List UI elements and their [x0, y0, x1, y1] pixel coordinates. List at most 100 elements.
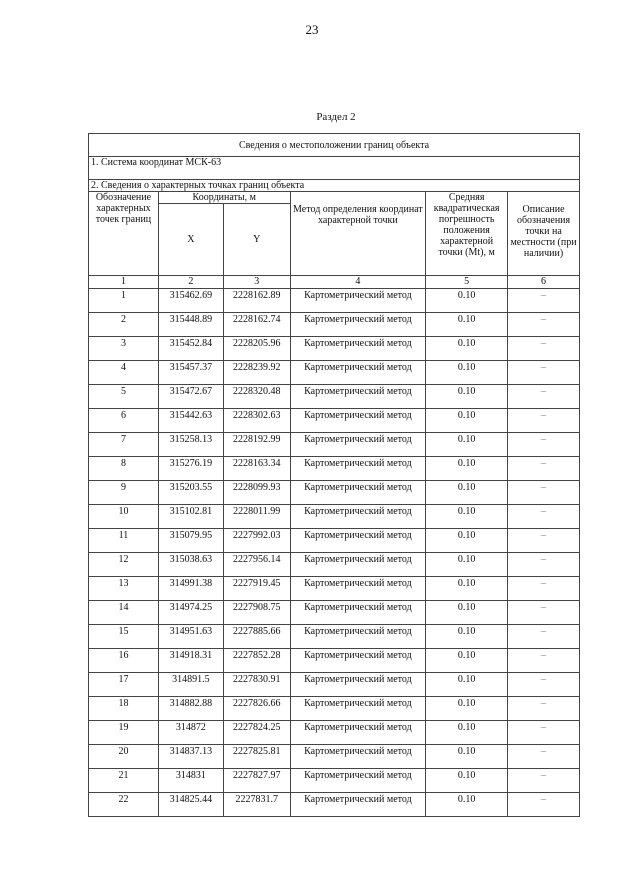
table-row: 17 314891.5 2227830.91 Картометрический мет…: [88, 672, 580, 697]
cell-coord-y: 2228205.96: [222, 336, 291, 361]
table-row: 21 314831 2227827.97 Картометрический метод…: [88, 768, 580, 793]
cell-error: 0.10: [425, 552, 509, 577]
cell-description: –: [507, 408, 580, 433]
cell-description: –: [507, 624, 580, 649]
cell-point-id: 9: [88, 480, 159, 505]
table-row: 10 315102.81 2228011.99 Картометрический ме…: [88, 504, 580, 529]
table-row: 18 314882.88 2227826.66 Картометрический ме…: [88, 696, 580, 721]
cell-description: –: [507, 648, 580, 673]
cell-point-id: 5: [88, 384, 159, 409]
cell-coord-y: 2227826.66: [222, 696, 291, 721]
cell-coord-y: 2227827.97: [222, 768, 291, 793]
cell-coord-x: 315462.69: [157, 288, 224, 313]
cell-coord-x: 314891.5: [157, 672, 224, 697]
cell-coord-x: 314951.63: [157, 624, 224, 649]
cell-error: 0.10: [425, 456, 509, 481]
cell-description: –: [507, 456, 580, 481]
column-number: 1: [88, 275, 159, 289]
cell-method: Картометрический метод: [289, 552, 427, 577]
header-error: Средняя квадратическая погрешность полож…: [425, 191, 509, 276]
cell-error: 0.10: [425, 384, 509, 409]
table-row: 22 314825.44 2227831.7 Картометрический мет…: [88, 792, 580, 817]
cell-description: –: [507, 768, 580, 793]
cell-point-id: 21: [88, 768, 159, 793]
cell-point-id: 1: [88, 288, 159, 313]
cell-error: 0.10: [425, 360, 509, 385]
cell-method: Картометрический метод: [289, 528, 427, 553]
cell-method: Картометрический метод: [289, 768, 427, 793]
cell-coord-x: 315038.63: [157, 552, 224, 577]
cell-coord-x: 314991.38: [157, 576, 224, 601]
cell-point-id: 19: [88, 720, 159, 745]
cell-error: 0.10: [425, 768, 509, 793]
table-row: 5 315472.67 2228320.48 Картометрический мет…: [88, 384, 580, 409]
table-row: 7 315258.13 2228192.99 Картометрический мет…: [88, 432, 580, 457]
cell-error: 0.10: [425, 744, 509, 769]
header-y: Y: [222, 203, 291, 276]
table-row: 16 314918.31 2227852.28 Картометрический ме…: [88, 648, 580, 673]
cell-method: Картометрический метод: [289, 336, 427, 361]
cell-coord-y: 2227992.03: [222, 528, 291, 553]
cell-coord-y: 2228320.48: [222, 384, 291, 409]
cell-point-id: 8: [88, 456, 159, 481]
cell-point-id: 3: [88, 336, 159, 361]
cell-description: –: [507, 288, 580, 313]
column-number: 3: [222, 275, 291, 289]
cell-description: –: [507, 312, 580, 337]
cell-coord-x: 315276.19: [157, 456, 224, 481]
cell-method: Картометрический метод: [289, 360, 427, 385]
cell-coord-x: 314837.13: [157, 744, 224, 769]
cell-method: Картометрический метод: [289, 312, 427, 337]
cell-error: 0.10: [425, 720, 509, 745]
table-row: 12 315038.63 2227956.14 Картометрический ме…: [88, 552, 580, 577]
cell-description: –: [507, 360, 580, 385]
table-row: 2 315448.89 2228162.74 Картометрический мет…: [88, 312, 580, 337]
cell-error: 0.10: [425, 312, 509, 337]
cell-coord-y: 2228162.89: [222, 288, 291, 313]
column-number: 2: [157, 275, 224, 289]
header-method: Метод определения координат характерной …: [289, 191, 427, 276]
cell-error: 0.10: [425, 288, 509, 313]
cell-coord-x: 315457.37: [157, 360, 224, 385]
cell-coord-x: 315102.81: [157, 504, 224, 529]
table-row: 3 315452.84 2228205.96 Картометрический мет…: [88, 336, 580, 361]
cell-point-id: 6: [88, 408, 159, 433]
points-header: 2. Сведения о характерных точках границ …: [88, 179, 580, 192]
cell-method: Картометрический метод: [289, 384, 427, 409]
cell-description: –: [507, 528, 580, 553]
cell-coord-x: 314831: [157, 768, 224, 793]
boundary-points-table: Сведения о местоположении границ объекта…: [88, 133, 580, 817]
cell-point-id: 22: [88, 792, 159, 817]
cell-error: 0.10: [425, 600, 509, 625]
cell-coord-x: 315442.63: [157, 408, 224, 433]
header-coordinates: Координаты, м: [157, 191, 291, 204]
cell-point-id: 18: [88, 696, 159, 721]
cell-method: Картометрический метод: [289, 576, 427, 601]
table-row: 13 314991.38 2227919.45 Картометрический ме…: [88, 576, 580, 601]
cell-method: Картометрический метод: [289, 480, 427, 505]
cell-point-id: 7: [88, 432, 159, 457]
cell-point-id: 14: [88, 600, 159, 625]
table-row: 4 315457.37 2228239.92 Картометрический мет…: [88, 360, 580, 385]
cell-coord-y: 2228162.74: [222, 312, 291, 337]
cell-method: Картометрический метод: [289, 432, 427, 457]
cell-error: 0.10: [425, 792, 509, 817]
cell-point-id: 15: [88, 624, 159, 649]
cell-description: –: [507, 432, 580, 457]
cell-coord-y: 2228099.93: [222, 480, 291, 505]
cell-coord-y: 2227825.81: [222, 744, 291, 769]
table-row: 20 314837.13 2227825.81 Картометрический ме…: [88, 744, 580, 769]
cell-method: Картометрический метод: [289, 720, 427, 745]
cell-coord-x: 315472.67: [157, 384, 224, 409]
cell-coord-y: 2227908.75: [222, 600, 291, 625]
header-designation: Обозначение характерных точек границ: [88, 191, 159, 276]
cell-description: –: [507, 792, 580, 817]
header-x: X: [157, 203, 224, 276]
cell-coord-y: 2227956.14: [222, 552, 291, 577]
cell-error: 0.10: [425, 672, 509, 697]
cell-description: –: [507, 696, 580, 721]
cell-error: 0.10: [425, 480, 509, 505]
table-row: 14 314974.25 2227908.75 Картометрический ме…: [88, 600, 580, 625]
cell-point-id: 2: [88, 312, 159, 337]
cell-method: Картометрический метод: [289, 744, 427, 769]
